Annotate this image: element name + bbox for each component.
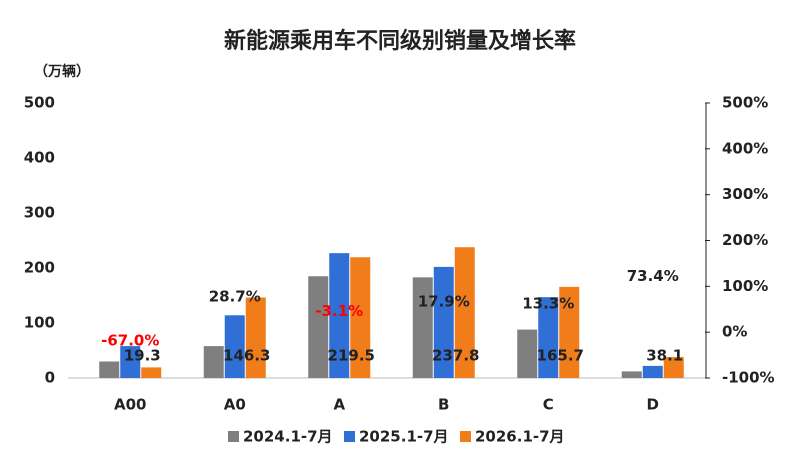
y2-tick-label: 300% — [722, 185, 768, 203]
bar — [329, 253, 350, 378]
growth-label: 17.9% — [418, 292, 470, 310]
value-label: 237.8 — [432, 347, 479, 365]
y2-tick-label: 100% — [722, 277, 768, 295]
bar — [642, 365, 663, 378]
value-label: 146.3 — [223, 347, 270, 365]
legend-label: 2026.1-7月 — [475, 428, 565, 446]
bar — [224, 315, 245, 378]
growth-label: 13.3% — [522, 295, 574, 313]
y-tick-label: 300 — [24, 204, 55, 222]
bar — [433, 266, 454, 378]
legend-label: 2025.1-7月 — [359, 428, 449, 446]
y2-tick-label: 200% — [722, 231, 768, 249]
bar — [141, 367, 162, 378]
x-tick-label: A00 — [114, 396, 146, 414]
bar — [517, 329, 538, 378]
y2-tick-label: 500% — [722, 94, 768, 112]
x-tick-label: B — [438, 396, 449, 414]
bar — [559, 286, 580, 378]
y2-tick-label: -100% — [722, 369, 775, 387]
x-tick-label: D — [647, 396, 659, 414]
bar — [245, 297, 266, 378]
y-axis-label: （万辆） — [34, 63, 90, 80]
growth-label: 28.7% — [209, 288, 261, 306]
bar — [120, 346, 141, 378]
bar — [454, 247, 475, 378]
bar — [308, 276, 329, 378]
value-label: 38.1 — [646, 347, 683, 365]
legend-label: 2024.1-7月 — [243, 428, 333, 446]
growth-label: -3.1% — [315, 302, 363, 320]
bar — [99, 361, 120, 378]
bar — [621, 371, 642, 378]
legend-swatch — [228, 431, 239, 442]
legend-swatch — [460, 431, 471, 442]
bar — [538, 297, 559, 378]
growth-label: 73.4% — [627, 267, 679, 285]
bar — [412, 277, 433, 378]
bar — [203, 346, 224, 378]
y-tick-label: 200 — [24, 259, 55, 277]
x-tick-label: A0 — [224, 396, 246, 414]
value-label: 165.7 — [537, 347, 584, 365]
chart-title: 新能源乘用车不同级别销量及增长率 — [224, 28, 576, 54]
bar — [663, 357, 684, 378]
y-tick-label: 0 — [45, 369, 55, 387]
y2-tick-label: 400% — [722, 139, 768, 157]
legend-swatch — [344, 431, 355, 442]
y2-tick-label: 0% — [722, 323, 747, 341]
value-label: 219.5 — [328, 347, 375, 365]
growth-label: -67.0% — [101, 331, 159, 349]
x-tick-label: C — [543, 396, 554, 414]
x-tick-label: A — [333, 396, 345, 414]
y-tick-label: 400 — [24, 149, 55, 167]
value-label: 19.3 — [124, 347, 161, 365]
y-tick-label: 100 — [24, 314, 55, 332]
y-tick-label: 500 — [24, 94, 55, 112]
bar — [350, 257, 371, 378]
